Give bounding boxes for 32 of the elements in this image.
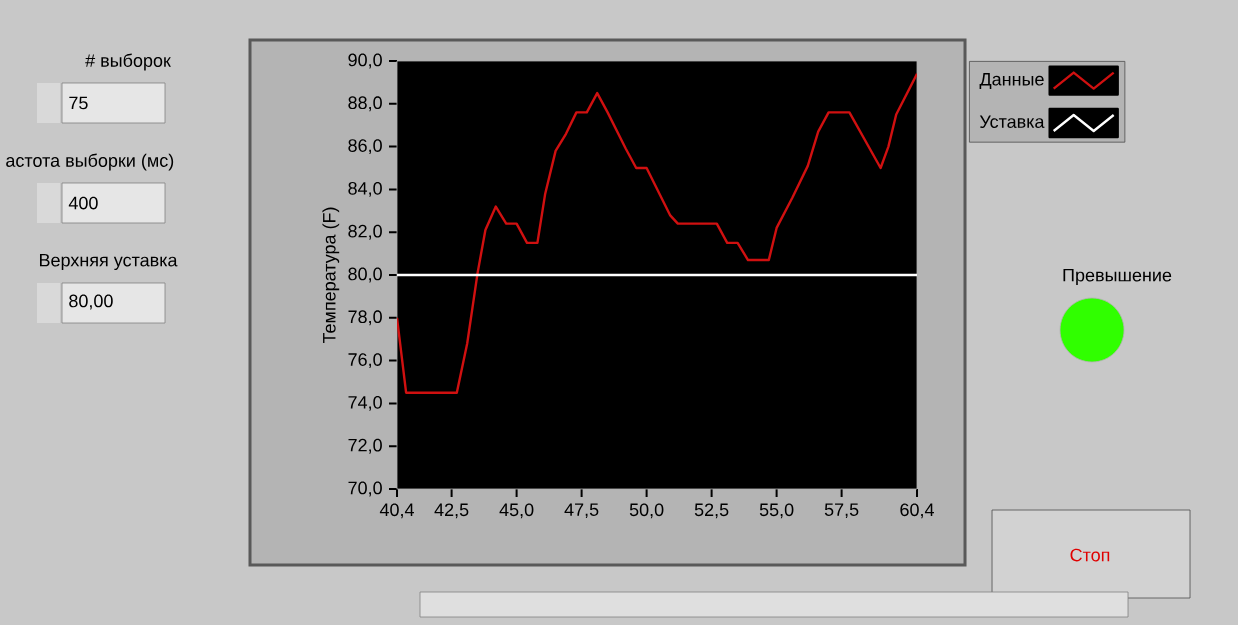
y-tick-label: 74,0 [348, 395, 382, 411]
text: 80,00 [69, 294, 113, 310]
y-tick-label: 84,0 [348, 181, 382, 197]
text: Стоп [1070, 548, 1110, 562]
text: 400 [68, 196, 98, 210]
y-tick-label: 80,0 [348, 267, 382, 283]
y-tick-label: 78,0 [348, 310, 382, 326]
x-tick-label: 45,0 [499, 503, 534, 519]
legend-label: Данные [979, 73, 1044, 90]
x-tick-label: 42,5 [434, 503, 469, 519]
x-tick-label: 47,5 [564, 503, 599, 519]
x-tick-label: 40,4 [379, 503, 414, 519]
text: Превышение [1063, 268, 1172, 286]
y-tick-label: 70,0 [348, 481, 382, 497]
x-tick-label: 52,5 [694, 503, 729, 519]
x-tick-label: 50,0 [629, 503, 664, 519]
x-tick-label: 55,0 [759, 503, 794, 519]
y-axis-title: Температура (F) [322, 207, 340, 344]
y-tick-label: 82,0 [348, 224, 382, 240]
line-series [397, 72, 918, 394]
y-tick-label: 72,0 [348, 438, 382, 454]
y-tick-label: 90,0 [348, 53, 382, 69]
y-tick-label: 76,0 [348, 353, 382, 369]
text: # выборок [85, 53, 171, 71]
legend-label: Уставка [979, 115, 1045, 129]
y-tick-label: 86,0 [348, 139, 382, 155]
x-tick-label: 60,4 [900, 503, 934, 519]
y-tick-label: 88,0 [348, 96, 382, 112]
text: 75 [69, 96, 88, 110]
text: астота выборки (мс) [6, 153, 174, 171]
x-tick-label: 57,5 [824, 503, 859, 519]
text: Верхняя уставка [39, 253, 178, 271]
